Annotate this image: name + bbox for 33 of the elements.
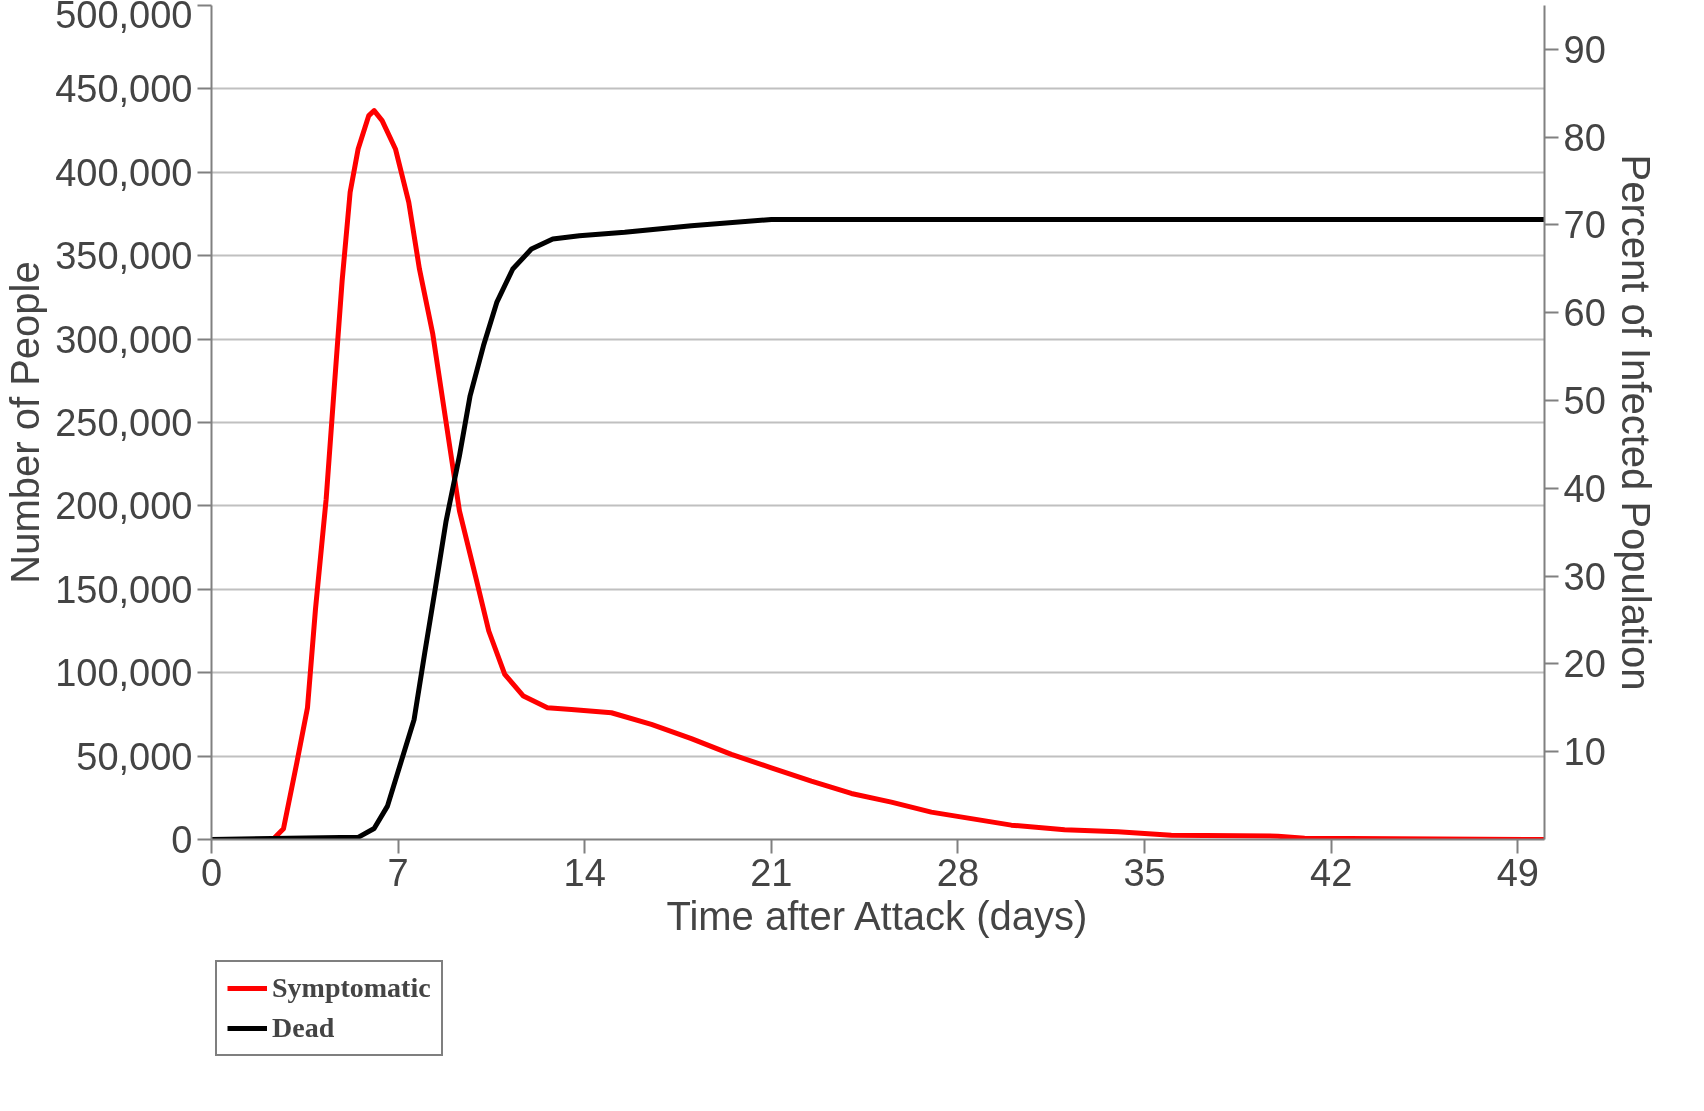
x-tick-label: 21 [750, 851, 793, 894]
x-tick-label: 35 [1123, 851, 1166, 894]
y2-tick-label: 30 [1563, 555, 1606, 598]
y-axis-title: Number of People [3, 261, 48, 584]
x-tick-label: 49 [1496, 851, 1539, 894]
y-tick-label: 250,000 [55, 402, 193, 444]
x-tick-label: 42 [1310, 851, 1353, 894]
y-tick-label: 300,000 [55, 318, 193, 361]
x-tick-label: 28 [936, 851, 980, 894]
y-tick-label: 350,000 [55, 235, 193, 278]
y-tick-label: 150,000 [55, 568, 193, 611]
y2-tick-label: 40 [1563, 467, 1606, 510]
y2-tick-label: 60 [1563, 292, 1606, 335]
x-tick-label: 0 [200, 851, 223, 894]
y2-tick-label: 10 [1563, 731, 1606, 774]
y2-tick-label: 20 [1563, 643, 1606, 686]
y2-tick-label: 70 [1563, 204, 1606, 247]
y-tick-label: 500,000 [55, 0, 193, 36]
y2-axis-title: Percent of Infected Population [1613, 154, 1658, 691]
y2-tick-label: 90 [1563, 28, 1606, 71]
y-tick-label: 450,000 [55, 68, 193, 111]
legend-label: Symptomatic [272, 972, 431, 1004]
y-tick-label: 100,000 [55, 652, 193, 695]
y-tick-label: 0 [171, 819, 193, 861]
y2-tick-label: 50 [1563, 380, 1606, 423]
y-tick-label: 400,000 [55, 151, 193, 194]
y-tick-label: 50,000 [76, 735, 193, 778]
y2-tick-label: 80 [1563, 116, 1606, 159]
x-tick-label: 7 [387, 851, 409, 894]
y-tick-label: 200,000 [55, 485, 193, 528]
legend-label: Dead [272, 1012, 335, 1044]
x-tick-label: 14 [563, 851, 606, 894]
x-axis-title: Time after Attack (days) [666, 893, 1088, 938]
